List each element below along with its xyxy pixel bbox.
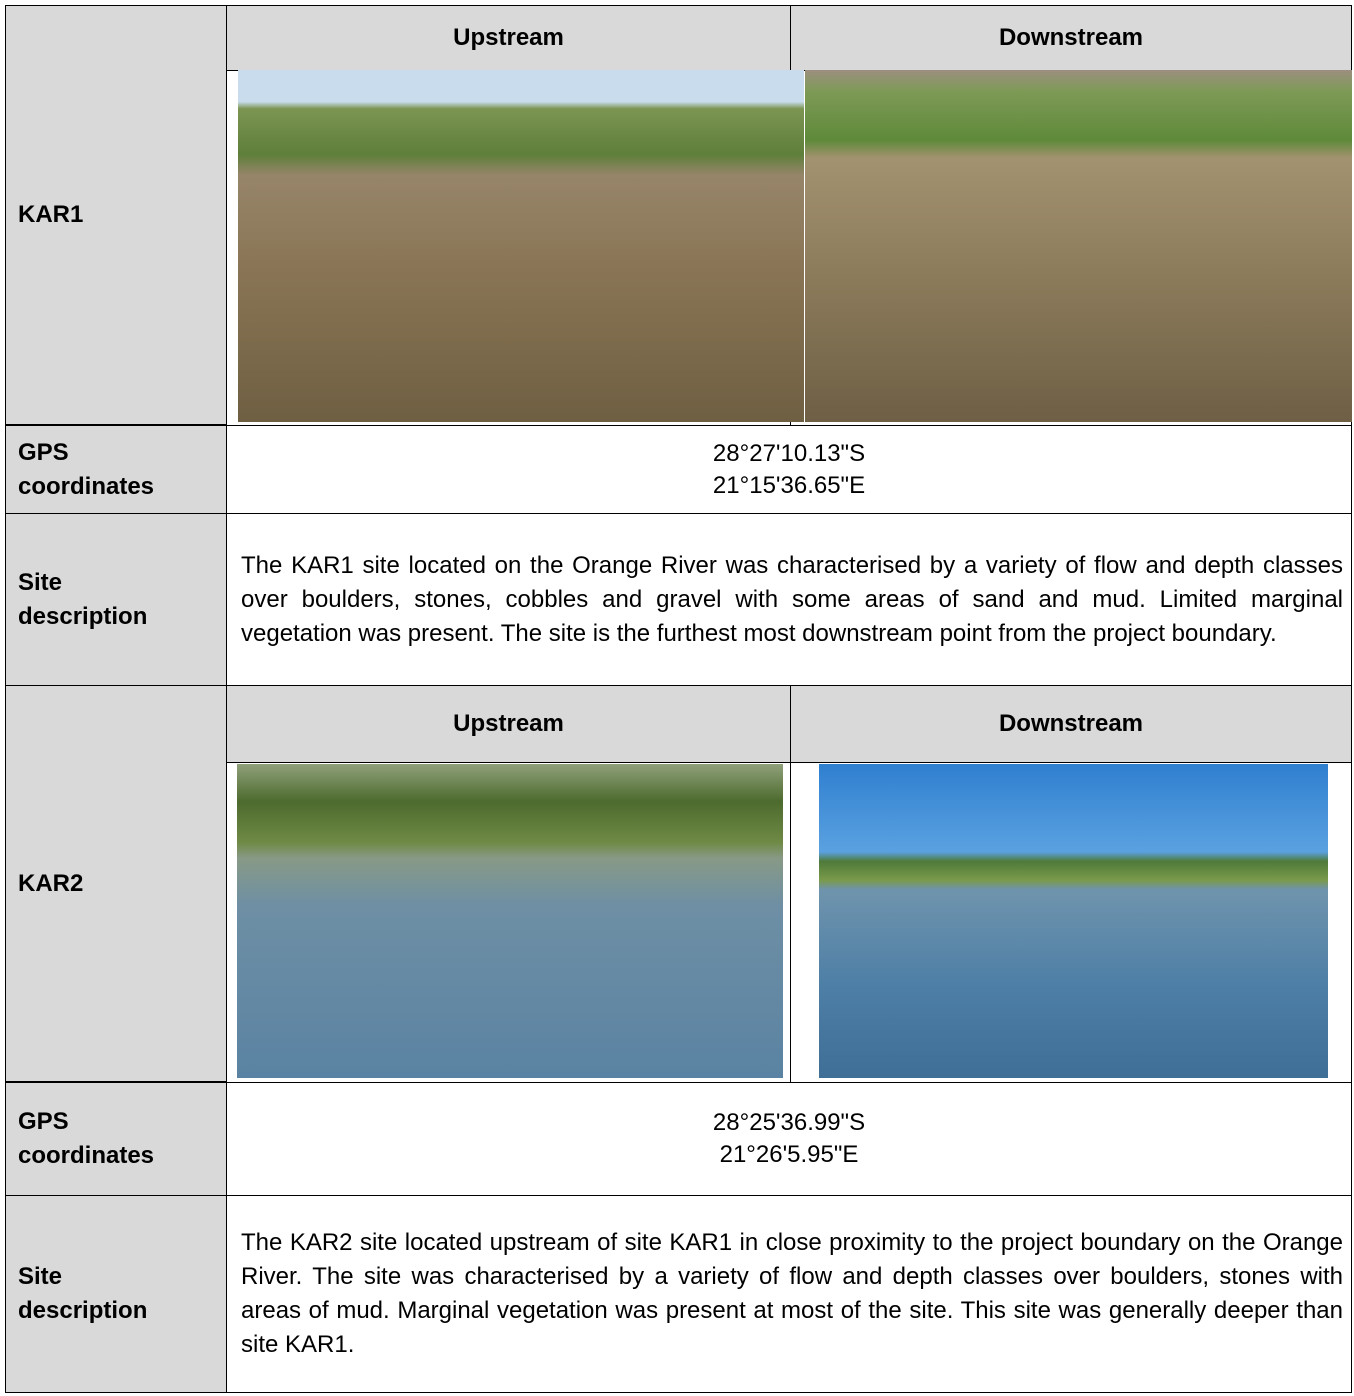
site-label: KAR1 bbox=[5, 5, 227, 425]
column-header: Downstream bbox=[790, 685, 1352, 763]
gps-line: 28°27'10.13"S bbox=[712, 439, 866, 467]
description-label: Site description bbox=[5, 1195, 227, 1393]
site-label: KAR2 bbox=[5, 685, 227, 1082]
site-photo bbox=[805, 70, 1352, 422]
site-label-text: KAR2 bbox=[18, 869, 84, 897]
site-description: The KAR2 site located upstream of site K… bbox=[226, 1195, 1352, 1393]
column-header: Upstream bbox=[226, 5, 791, 71]
gps-coordinates: 28°27'10.13"S 21°15'36.65"E bbox=[226, 425, 1352, 514]
gps-label: GPS coordinates bbox=[5, 425, 227, 514]
description-label: Site description bbox=[5, 513, 227, 686]
gps-label-text: GPS coordinates bbox=[18, 438, 155, 500]
column-header: Downstream bbox=[790, 5, 1352, 71]
gps-line: 21°26'5.95"E bbox=[719, 1141, 859, 1168]
site-label-text: KAR1 bbox=[18, 201, 84, 228]
column-header: Upstream bbox=[226, 685, 791, 763]
gps-label-text: GPS coordinates bbox=[18, 1108, 155, 1169]
site-photo bbox=[237, 764, 783, 1078]
gps-label: GPS coordinates bbox=[5, 1082, 227, 1196]
gps-line: 28°25'36.99"S bbox=[712, 1109, 866, 1136]
gps-coordinates: 28°25'36.99"S 21°26'5.95"E bbox=[226, 1082, 1352, 1196]
description-label-text: Site description bbox=[18, 1263, 148, 1324]
site-photo bbox=[819, 764, 1328, 1078]
site-description: The KAR1 site located on the Orange Rive… bbox=[226, 513, 1352, 686]
description-label-text: Site description bbox=[18, 568, 148, 630]
site-photo bbox=[238, 70, 804, 422]
gps-line: 21°15'36.65"E bbox=[712, 471, 866, 499]
